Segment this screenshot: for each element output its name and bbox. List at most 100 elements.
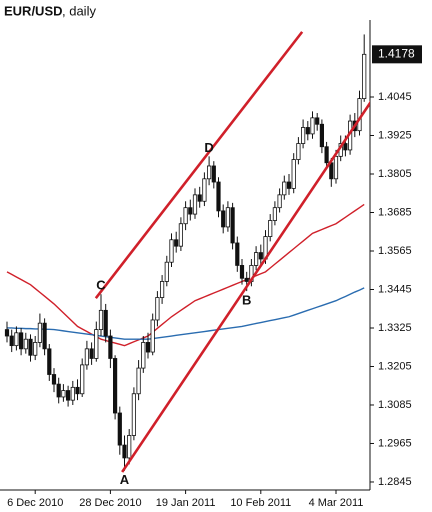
candle-body xyxy=(211,165,216,183)
candle-body xyxy=(150,319,155,353)
last-price-box xyxy=(372,45,422,64)
candle-body xyxy=(329,162,334,180)
moving-average xyxy=(7,287,365,340)
candle-body xyxy=(28,338,33,356)
candle-body xyxy=(244,277,249,282)
candle-body xyxy=(75,386,80,395)
candle-body xyxy=(47,348,52,375)
candle-body xyxy=(122,444,127,459)
candle-body xyxy=(14,332,19,347)
candle-body xyxy=(188,207,193,215)
candle-body xyxy=(197,194,202,202)
candle-body xyxy=(51,374,57,385)
candle-body xyxy=(235,242,240,266)
candle-body xyxy=(291,159,296,189)
candle-body xyxy=(230,207,235,244)
candle-body xyxy=(94,329,99,359)
candle-body xyxy=(296,143,301,160)
y-tick-label: 1.4045 xyxy=(378,91,412,103)
y-tick-label: 1.3445 xyxy=(378,283,412,295)
candle-body xyxy=(216,181,221,212)
y-tick-label: 1.3805 xyxy=(378,168,412,180)
y-tick-label: 1.2965 xyxy=(378,437,412,449)
x-tick-label: 28 Dec 2010 xyxy=(79,497,141,509)
moving-average xyxy=(6,203,365,347)
candle-body xyxy=(159,281,165,298)
candle-body xyxy=(131,393,136,436)
candle-body xyxy=(18,332,24,350)
candle-body xyxy=(343,143,348,151)
candle-body xyxy=(66,390,71,401)
candle-body xyxy=(324,146,329,164)
candle-body xyxy=(174,239,179,247)
candle-body xyxy=(268,220,273,237)
y-tick-label: 1.2845 xyxy=(378,476,412,488)
candle-body xyxy=(145,342,151,353)
candle-body xyxy=(155,297,160,321)
candle-body xyxy=(202,178,207,202)
last-price-label: 1.4178 xyxy=(378,46,415,60)
candle-body xyxy=(9,335,14,347)
x-tick-label: 19 Jan 2011 xyxy=(156,497,216,509)
candle-body xyxy=(56,383,61,398)
chart-title: EUR/USD xyxy=(4,3,63,18)
candle-body xyxy=(183,207,188,225)
candle-body xyxy=(164,261,169,282)
trendline xyxy=(94,31,304,299)
candle-body xyxy=(70,386,75,401)
point-label: D xyxy=(204,140,213,155)
x-tick-label: 4 Mar 2011 xyxy=(309,497,364,509)
y-tick-label: 1.3925 xyxy=(378,129,412,141)
candle-body xyxy=(357,98,362,132)
y-tick-label: 1.3325 xyxy=(378,322,412,334)
candle-body xyxy=(169,239,174,263)
x-tick-label: 10 Feb 2011 xyxy=(230,497,291,509)
y-tick-label: 1.3565 xyxy=(378,245,412,257)
candle-body xyxy=(310,117,315,135)
candle-body xyxy=(221,210,226,228)
candle-body xyxy=(300,127,306,144)
y-tick-label: 1.3685 xyxy=(378,206,412,218)
candle-body xyxy=(33,342,38,356)
candle-body xyxy=(333,155,339,180)
chart-subtitle: , daily xyxy=(62,3,96,18)
candle-body xyxy=(23,338,28,350)
x-tick-label: 6 Dec 2010 xyxy=(7,497,63,509)
y-tick-label: 1.3085 xyxy=(378,399,412,411)
candle-body xyxy=(127,435,132,459)
point-label: A xyxy=(120,472,130,487)
candle-body xyxy=(272,207,278,221)
candle-body xyxy=(37,322,43,343)
candle-body xyxy=(113,358,118,414)
candle-body xyxy=(286,181,292,189)
candle-body xyxy=(108,335,113,359)
candle-body xyxy=(80,364,85,395)
candle-body xyxy=(305,127,310,135)
candle-body xyxy=(315,117,320,125)
candle-body xyxy=(141,342,146,369)
candle-body xyxy=(362,53,367,100)
trendline xyxy=(121,100,370,473)
candle-body xyxy=(319,123,325,148)
candle-body xyxy=(192,194,198,215)
candle-body xyxy=(178,223,183,247)
candle-body xyxy=(136,367,141,395)
y-tick-label: 1.3205 xyxy=(378,360,412,372)
candle-body xyxy=(89,348,94,359)
point-label: C xyxy=(96,278,106,293)
candle-body xyxy=(42,322,47,350)
candle-body xyxy=(61,390,66,398)
point-label: B xyxy=(242,293,251,308)
plot-area xyxy=(4,31,370,473)
candle-body xyxy=(84,348,89,366)
candle-body xyxy=(282,181,287,196)
candle-body xyxy=(103,309,108,337)
candle-body xyxy=(253,252,259,266)
candle-body xyxy=(239,265,245,279)
candle-body xyxy=(206,165,212,180)
candle-body xyxy=(277,194,282,209)
candle-body xyxy=(4,329,10,337)
candle-body xyxy=(98,309,104,330)
candle-body xyxy=(117,412,122,446)
